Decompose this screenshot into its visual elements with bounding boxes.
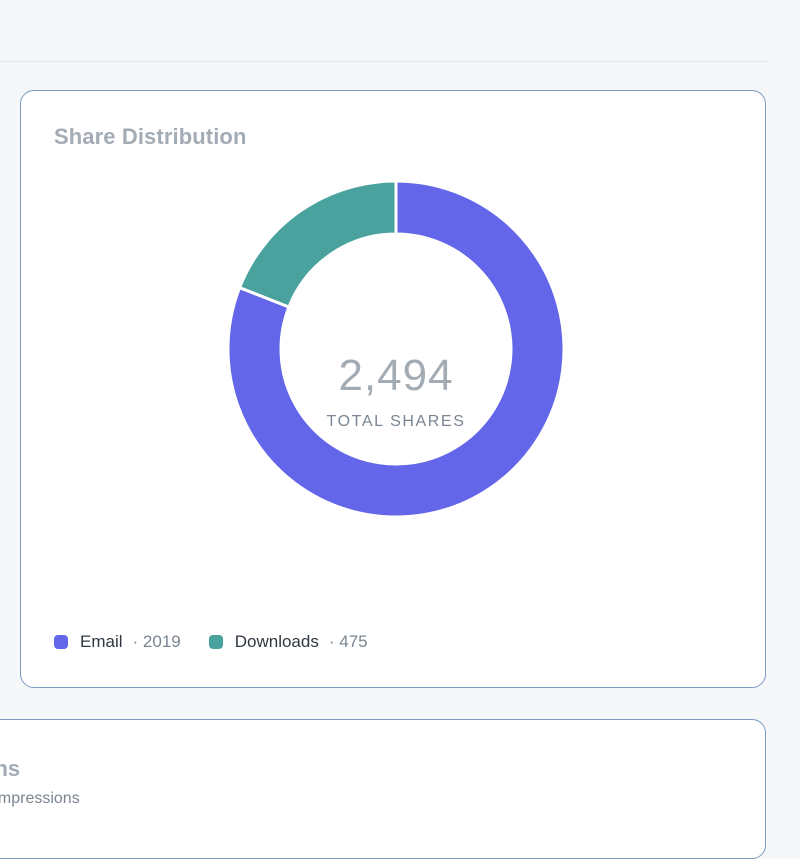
total-shares-label: TOTAL SHARES bbox=[326, 413, 466, 430]
legend-label-downloads: Downloads bbox=[234, 632, 319, 651]
legend-item-email: Email 2019 bbox=[54, 632, 181, 652]
card-title: Share Distribution bbox=[54, 124, 247, 149]
next-card-title: ons bbox=[0, 756, 21, 781]
donut-chart bbox=[226, 179, 566, 519]
top-divider bbox=[0, 61, 770, 62]
legend-swatch-email bbox=[54, 635, 68, 649]
donut-slice-email bbox=[226, 179, 566, 519]
legend-swatch-downloads bbox=[208, 635, 223, 649]
next-card: ons e impressions bbox=[0, 719, 766, 859]
legend-item-downloads: Downloads 475 bbox=[208, 632, 368, 652]
chart-legend: Email 2019 Downloads 475 bbox=[54, 632, 396, 652]
next-card-subtitle: e impressions bbox=[0, 790, 80, 807]
donut-slice-downloads bbox=[237, 179, 398, 309]
legend-value-downloads: 475 bbox=[329, 632, 367, 652]
share-distribution-card: Share Distribution 2,494 TOTAL SHARES Em… bbox=[20, 90, 766, 688]
legend-label-email: Email bbox=[80, 632, 123, 651]
total-shares-value: 2,494 bbox=[338, 351, 454, 400]
legend-value-email: 2019 bbox=[133, 632, 181, 652]
